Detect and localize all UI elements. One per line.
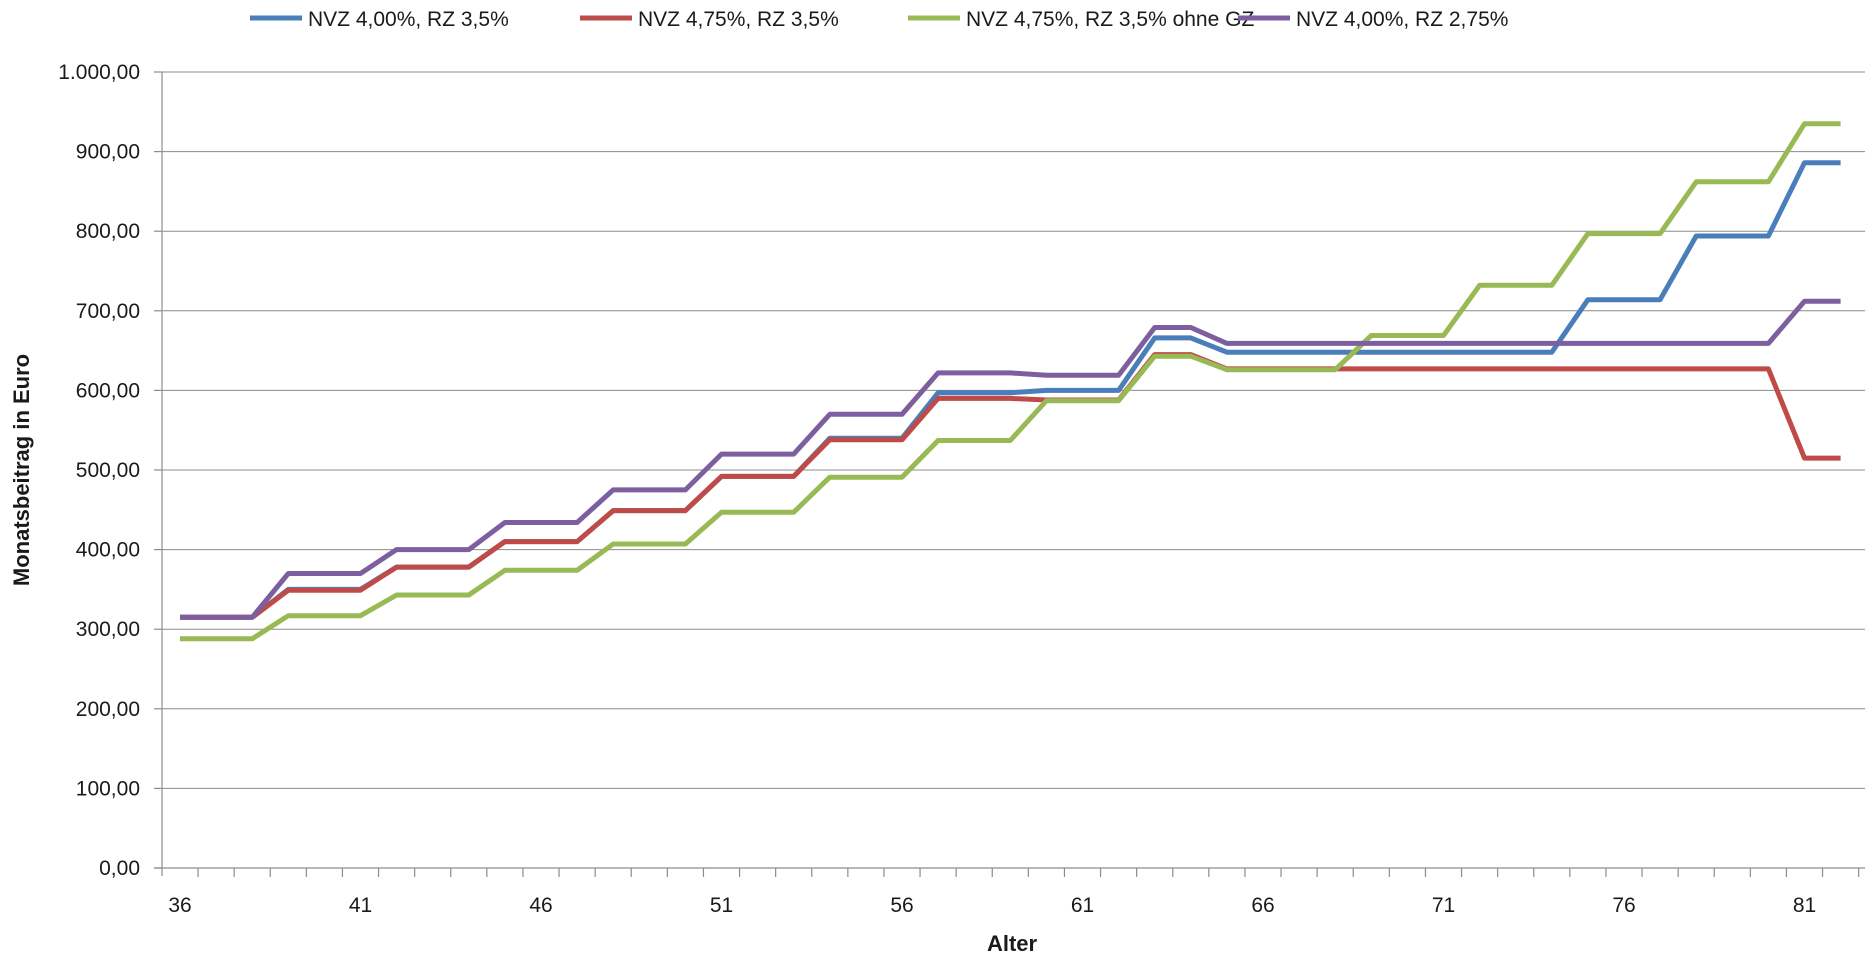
y-tick-label: 600,00 — [76, 379, 140, 402]
series-lines — [180, 121, 1841, 642]
x-tick-label: 51 — [710, 894, 733, 917]
y-tick-label: 700,00 — [76, 300, 140, 323]
x-tick-label: 71 — [1432, 894, 1455, 917]
legend-label: NVZ 4,75%, RZ 3,5% — [638, 8, 839, 31]
legend-label: NVZ 4,75%, RZ 3,5% ohne GZ — [966, 8, 1254, 31]
x-tick-label: 46 — [529, 894, 552, 917]
x-tick-label: 56 — [890, 894, 913, 917]
y-tick-label: 900,00 — [76, 141, 140, 164]
y-tick-label: 200,00 — [76, 698, 140, 721]
y-tick-label: 300,00 — [76, 618, 140, 641]
y-tick-label: 400,00 — [76, 539, 140, 562]
y-tick-label: 500,00 — [76, 459, 140, 482]
x-axis-title: Alter — [987, 931, 1038, 954]
y-tick-label: 0,00 — [99, 857, 140, 880]
axes: 0,00 100,00 200,00 300,00 400,00 500,00 600,00… — [58, 61, 1865, 917]
series-line — [180, 298, 1841, 620]
x-tick-label: 76 — [1612, 894, 1635, 917]
series-line — [180, 352, 1841, 620]
y-tick-label: 800,00 — [76, 220, 140, 243]
legend-label: NVZ 4,00%, RZ 2,75% — [1296, 8, 1508, 31]
x-tick-label: 81 — [1793, 894, 1816, 917]
x-tick-label: 41 — [349, 894, 372, 917]
gridlines — [162, 71, 1865, 789]
x-tick-label: 36 — [168, 894, 191, 917]
legend-label: NVZ 4,00%, RZ 3,5% — [308, 8, 509, 31]
y-tick-label: 100,00 — [76, 777, 140, 800]
y-axis-title: Monatsbeitrag in Euro — [9, 354, 34, 586]
y-tick-label: 1.000,00 — [58, 61, 140, 84]
legend: NVZ 4,00%, RZ 3,5% NVZ 4,75%, RZ 3,5% NVZ … — [250, 8, 1508, 31]
x-tick-label: 61 — [1071, 894, 1094, 917]
x-tick-label: 66 — [1251, 894, 1274, 917]
series-line — [180, 121, 1841, 642]
